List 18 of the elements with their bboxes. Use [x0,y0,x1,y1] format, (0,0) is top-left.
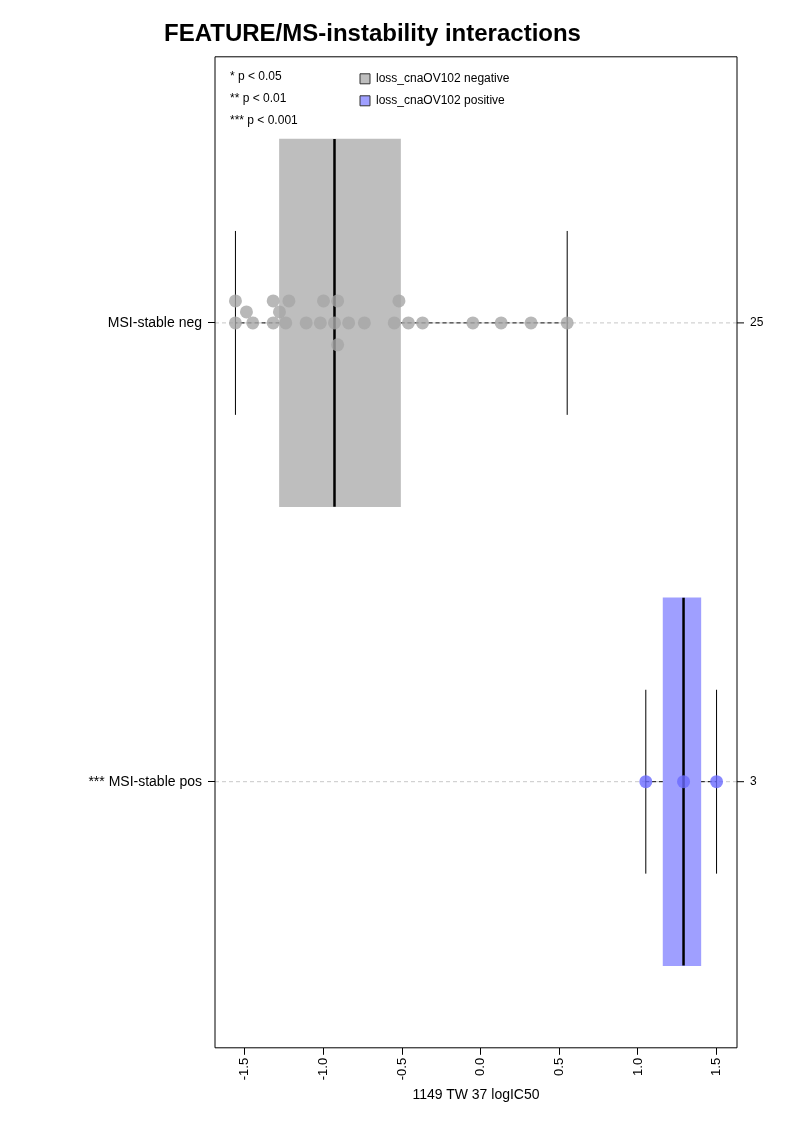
x-tick-label: 0.5 [550,1057,566,1076]
annotation: * p < 0.05 [230,68,283,85]
x-tick-label: 1.5 [708,1057,724,1076]
legend-label: loss_cnaOV102 negative [376,71,510,86]
annotation: ** p < 0.01 [230,90,288,107]
y-tick-label: *** MSI-stable pos [88,772,202,789]
annotation: *** p < 0.001 [230,112,298,129]
text: 25 [750,315,764,330]
x-axis-title: 1149 TW 37 logIC50 [412,1086,540,1103]
x-tick-label: 1.0 [629,1057,645,1076]
x-tick-label: -0.5 [393,1057,409,1081]
legend-label: loss_cnaOV102 positive [376,93,506,108]
text: 3 [750,774,757,789]
y-tick-label: MSI-stable neg [107,313,202,330]
chart-title: FEATURE/MS-instability interactions [164,19,581,47]
x-tick-label: -1.5 [236,1057,252,1081]
x-tick-label: -1.0 [315,1057,331,1081]
x-tick-label: 0.0 [472,1057,488,1076]
